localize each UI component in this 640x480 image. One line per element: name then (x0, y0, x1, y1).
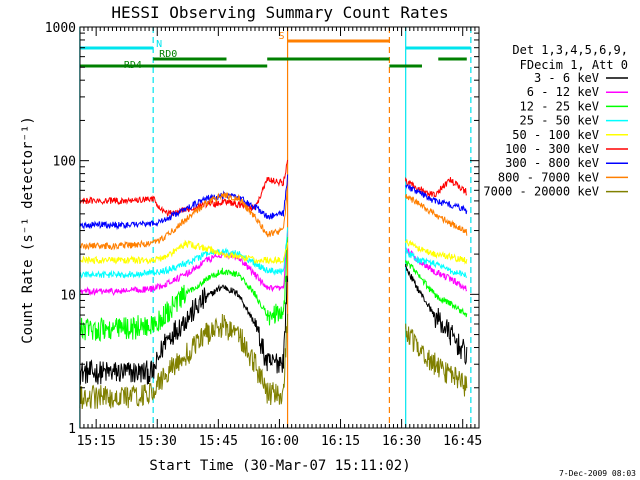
y-tick-label-2: 100 (53, 155, 76, 170)
legend-label-7: 800 - 7000 keV (498, 170, 599, 184)
legend-label-3: 25 - 50 keV (520, 114, 599, 128)
legend-label-2: 12 - 25 keV (520, 99, 599, 113)
legend-label-1: 6 - 12 keV (527, 85, 599, 99)
y-axis-label: Count Rate (s⁻¹ detector⁻¹) (20, 116, 36, 344)
flag-label-s: S (279, 31, 285, 42)
y-tick-label-1: 10 (60, 288, 76, 303)
x-tick-label-5: 16:30 (382, 434, 421, 449)
x-tick-label-1: 15:30 (138, 434, 177, 449)
x-tick-label-2: 15:45 (199, 434, 238, 449)
chart-title: HESSI Observing Summary Count Rates (111, 3, 448, 22)
series-line-8 (79, 313, 468, 410)
series-line-3 (79, 227, 468, 279)
series-line-2 (79, 237, 468, 342)
x-tick-label-6: 16:45 (443, 434, 482, 449)
y-tick-label-0: 1 (68, 422, 76, 437)
legend-label-0: 3 - 6 keV (534, 71, 599, 85)
series-line-7 (79, 187, 468, 251)
footer-date: 7-Dec-2009 08:03 (559, 469, 636, 478)
flag-label-rd4: RD4 (124, 60, 142, 71)
series-line-0 (79, 263, 468, 385)
plot-area: N S RD0 RD4 1 10 100 1000 15:15 15:30 15:45 16:00 16… (45, 21, 483, 449)
series-line-1 (79, 231, 468, 296)
x-axis-label: Start Time (30-Mar-07 15:11:02) (149, 458, 410, 474)
legend-label-5: 100 - 300 keV (505, 142, 599, 156)
x-tick-label-4: 16:15 (321, 434, 360, 449)
legend-label-8: 7000 - 20000 keV (483, 185, 599, 199)
legend-label-6: 300 - 800 keV (505, 156, 599, 170)
flag-label-n: N (156, 39, 162, 50)
y-tick-label-3: 1000 (45, 21, 76, 36)
series-line-6 (79, 174, 468, 231)
legend-header-line-2: FDecim 1, Att 0 (520, 58, 628, 72)
legend-header-line-1: Det 1,3,4,5,6,9, (512, 43, 628, 57)
flag-label-rd0: RD0 (159, 49, 177, 60)
legend-label-4: 50 - 100 keV (512, 128, 599, 142)
x-tick-label-3: 16:00 (260, 434, 299, 449)
x-tick-label-0: 15:15 (77, 434, 116, 449)
series-line-4 (79, 239, 468, 265)
